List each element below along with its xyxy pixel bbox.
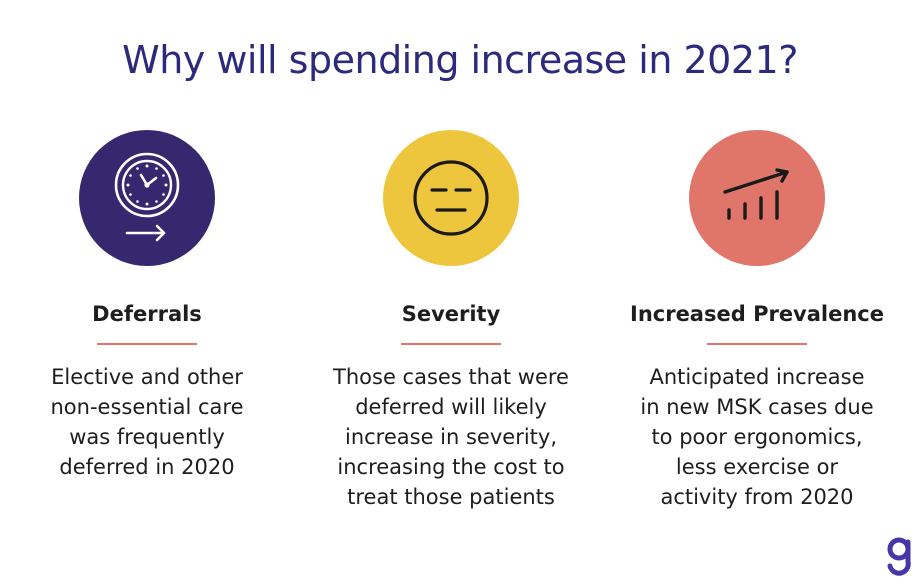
description-line: less exercise or — [675, 455, 839, 479]
severity-description: Those cases that were deferred will like… — [311, 362, 591, 512]
description-line: was frequently — [69, 425, 225, 449]
clock-arrow-icon — [114, 152, 180, 242]
description-line: deferred in 2020 — [59, 455, 235, 479]
prevalence-description: Anticipated increase in new MSK cases du… — [617, 362, 897, 512]
deferrals-underline — [97, 343, 197, 345]
description-line: deferred will likely — [355, 395, 547, 419]
neutral-face-icon — [413, 160, 489, 236]
description-line: in new MSK cases due — [640, 395, 874, 419]
description-line: activity from 2020 — [660, 485, 854, 509]
description-line: Those cases that were — [333, 365, 569, 389]
description-line: Elective and other — [51, 365, 243, 389]
severity-icon-circle — [383, 130, 519, 266]
trend-chart-icon — [723, 168, 789, 220]
description-line: non-essential care — [50, 395, 244, 419]
severity-heading: Severity — [401, 302, 501, 326]
prevalence-heading: Increased Prevalence — [630, 302, 884, 326]
description-line: Anticipated increase — [649, 365, 865, 389]
deferrals-heading: Deferrals — [92, 302, 202, 326]
description-line: increasing the cost to — [337, 455, 565, 479]
severity-underline — [401, 343, 501, 345]
deferrals-icon-circle — [79, 130, 215, 266]
description-line: treat those patients — [347, 485, 555, 509]
g-logo-icon — [887, 537, 911, 576]
page-title: Why will spending increase in 2021? — [122, 38, 798, 82]
severity-card: Severity Those cases that were deferred … — [311, 130, 591, 512]
prevalence-icon-circle — [689, 130, 825, 266]
prevalence-card: Increased Prevalence Anticipated increas… — [617, 130, 897, 512]
description-line: to poor ergonomics, — [651, 425, 863, 449]
prevalence-underline — [707, 343, 807, 345]
deferrals-card: Deferrals Elective and other non-essenti… — [7, 130, 287, 482]
description-line: increase in severity, — [344, 425, 558, 449]
deferrals-description: Elective and other non-essential care wa… — [7, 362, 287, 482]
